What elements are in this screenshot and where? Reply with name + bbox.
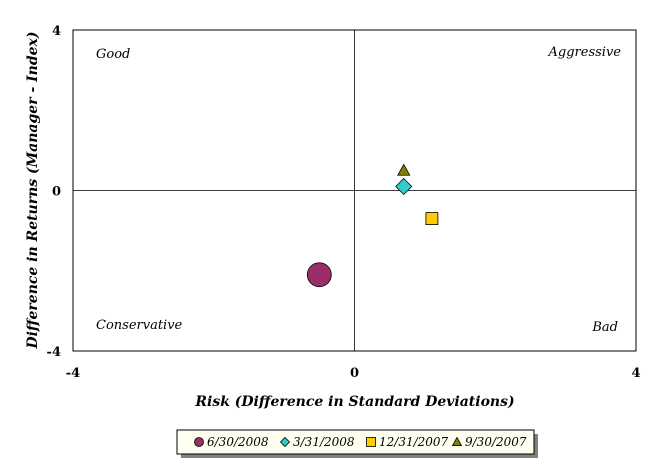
legend-marker-circle — [194, 437, 204, 447]
legend-marker-triangle — [451, 436, 463, 447]
legend-box — [176, 429, 535, 455]
x-tick-label: 0 — [350, 366, 359, 381]
x-tick-label: -4 — [66, 366, 80, 381]
data-points — [306, 163, 439, 288]
y-axis-title: Difference in Returns (Manager - Index) — [25, 31, 41, 349]
data-point-triangle — [397, 163, 411, 176]
legend-marker-square — [366, 437, 376, 447]
y-tick-label: 4 — [52, 24, 61, 39]
quadrant-label-aggressive: Aggressive — [548, 45, 622, 60]
legend-label: 9/30/2007 — [465, 435, 527, 449]
y-tick-label: -4 — [47, 345, 61, 360]
legend-label: 12/31/2007 — [379, 435, 449, 449]
x-axis-title: Risk (Difference in Standard Deviations) — [194, 394, 514, 410]
quadrant-label-conservative: Conservative — [96, 318, 183, 333]
legend: 6/30/2008 3/31/2008 12/31/2007 9/30/2007 — [194, 435, 527, 449]
x-tick-label: 4 — [631, 366, 640, 381]
data-point-circle — [306, 262, 332, 288]
y-tick-label: 0 — [52, 185, 61, 200]
quadrant-label-bad: Bad — [591, 320, 618, 335]
legend-label: 6/30/2008 — [207, 435, 269, 449]
legend-label: 3/31/2008 — [293, 435, 355, 449]
data-point-diamond — [395, 177, 413, 196]
legend-marker-diamond — [279, 436, 291, 448]
quadrant-label-good: Good — [96, 47, 130, 62]
data-point-square — [425, 212, 439, 225]
